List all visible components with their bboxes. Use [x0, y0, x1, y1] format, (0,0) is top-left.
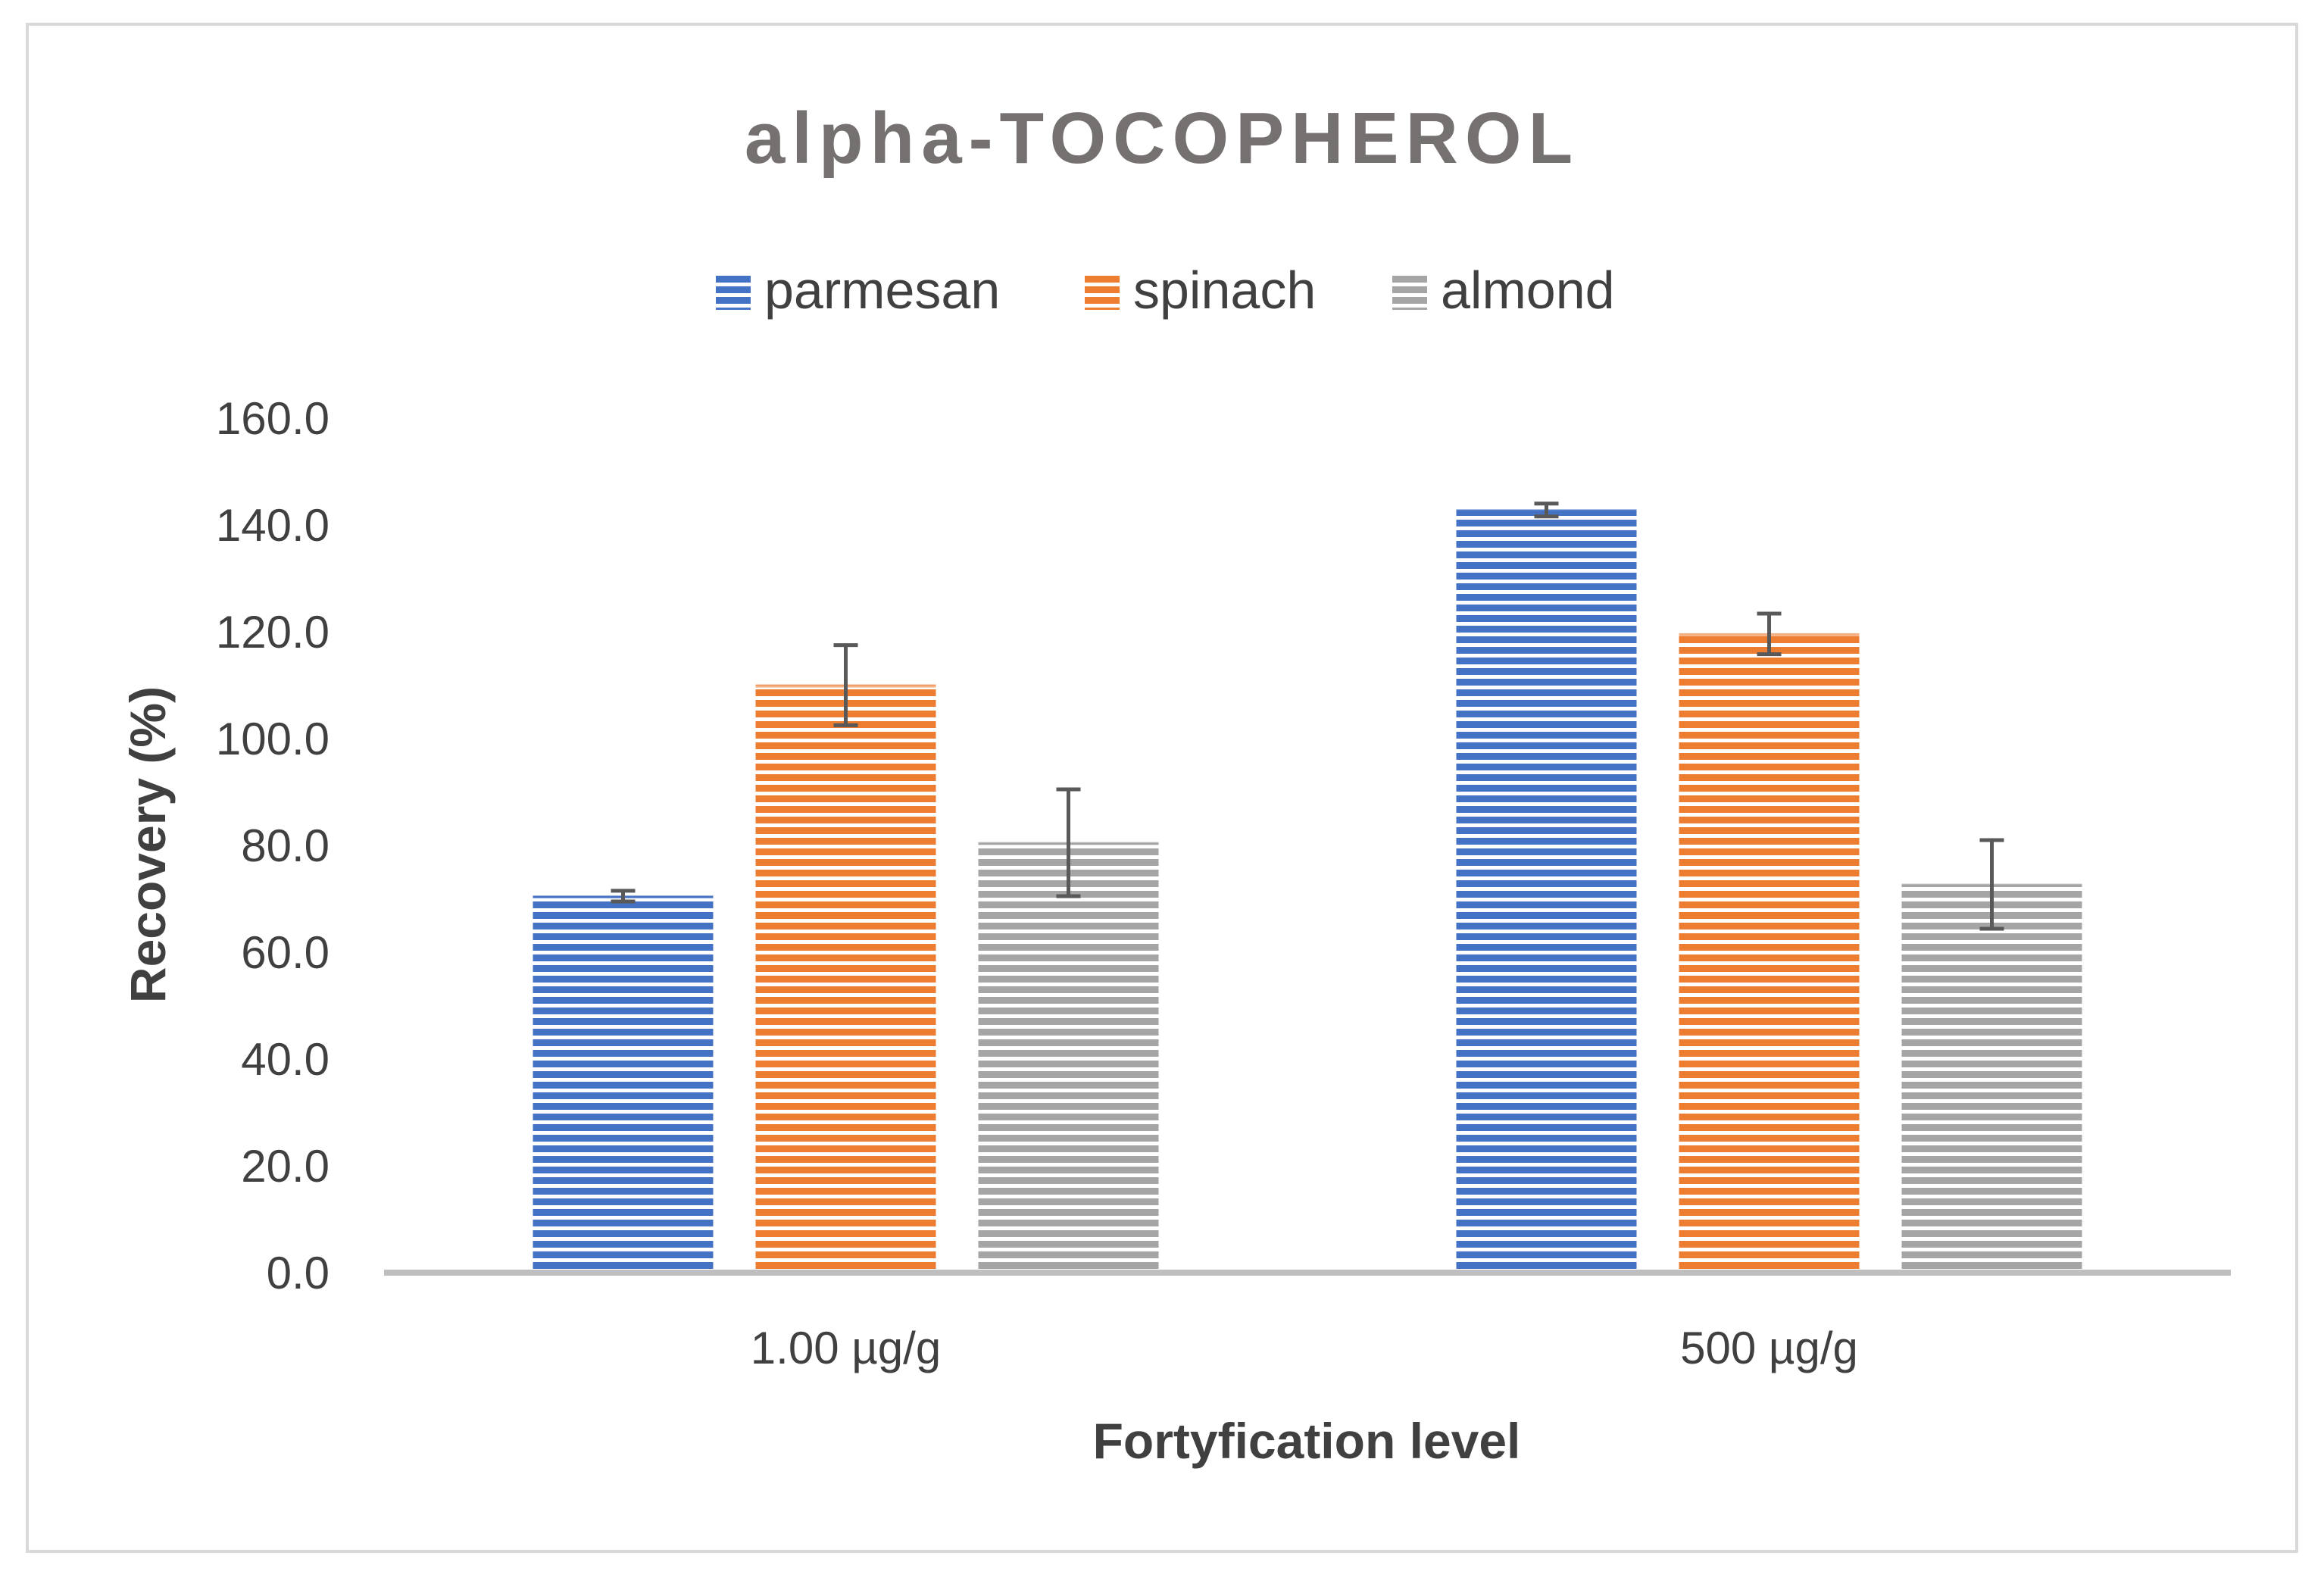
legend-swatch-almond: [1392, 275, 1427, 310]
legend-label-almond: almond: [1441, 261, 1615, 320]
chart-frame: [26, 23, 2298, 1553]
y-axis-title: Recovery (%): [120, 686, 176, 1003]
error-bar-spinach-1: [1757, 611, 1782, 657]
x-tick-label: 500 µg/g: [1680, 1323, 1858, 1373]
bar-spinach-0: [755, 685, 936, 1273]
y-axis-ticks: 0.0 20.0 40.0 60.0 80.0 100.0 120.0 140.0 160.0: [216, 393, 330, 1298]
legend-label-parmesan: parmesan: [764, 261, 1000, 320]
error-bars: [611, 501, 2004, 931]
y-tick-label: 40.0: [241, 1034, 330, 1085]
chart-title: alpha-TOCOPHEROL: [745, 98, 1579, 179]
y-tick-label: 80.0: [241, 820, 330, 871]
x-tick-label: 1.00 µg/g: [751, 1323, 941, 1373]
error-bar-parmesan-0: [611, 889, 636, 904]
error-bar-parmesan-1: [1534, 501, 1559, 519]
y-tick-label: 60.0: [241, 927, 330, 978]
legend-label-spinach: spinach: [1133, 261, 1316, 320]
y-tick-label: 0.0: [267, 1248, 330, 1298]
legend: parmesan spinach almond: [716, 261, 1615, 320]
bar-parmesan-0: [533, 895, 714, 1273]
x-axis-title: Fortyfication level: [1093, 1413, 1521, 1469]
x-axis-ticks: 1.00 µg/g 500 µg/g: [751, 1323, 1858, 1373]
error-bar-almond-0: [1056, 787, 1081, 898]
bar-almond-1: [1901, 884, 2082, 1273]
error-bar-almond-1: [1979, 838, 2004, 931]
error-bar-spinach-0: [833, 643, 858, 727]
bar-almond-0: [978, 842, 1159, 1273]
legend-swatch-parmesan: [716, 275, 751, 310]
y-tick-label: 140.0: [216, 500, 330, 551]
y-tick-label: 100.0: [216, 714, 330, 764]
bar-spinach-1: [1679, 633, 1860, 1273]
bars: [533, 509, 2082, 1273]
bar-parmesan-1: [1456, 510, 1637, 1273]
y-tick-label: 20.0: [241, 1141, 330, 1192]
legend-swatch-spinach: [1085, 275, 1120, 310]
y-tick-label: 160.0: [216, 393, 330, 444]
y-tick-label: 120.0: [216, 607, 330, 658]
